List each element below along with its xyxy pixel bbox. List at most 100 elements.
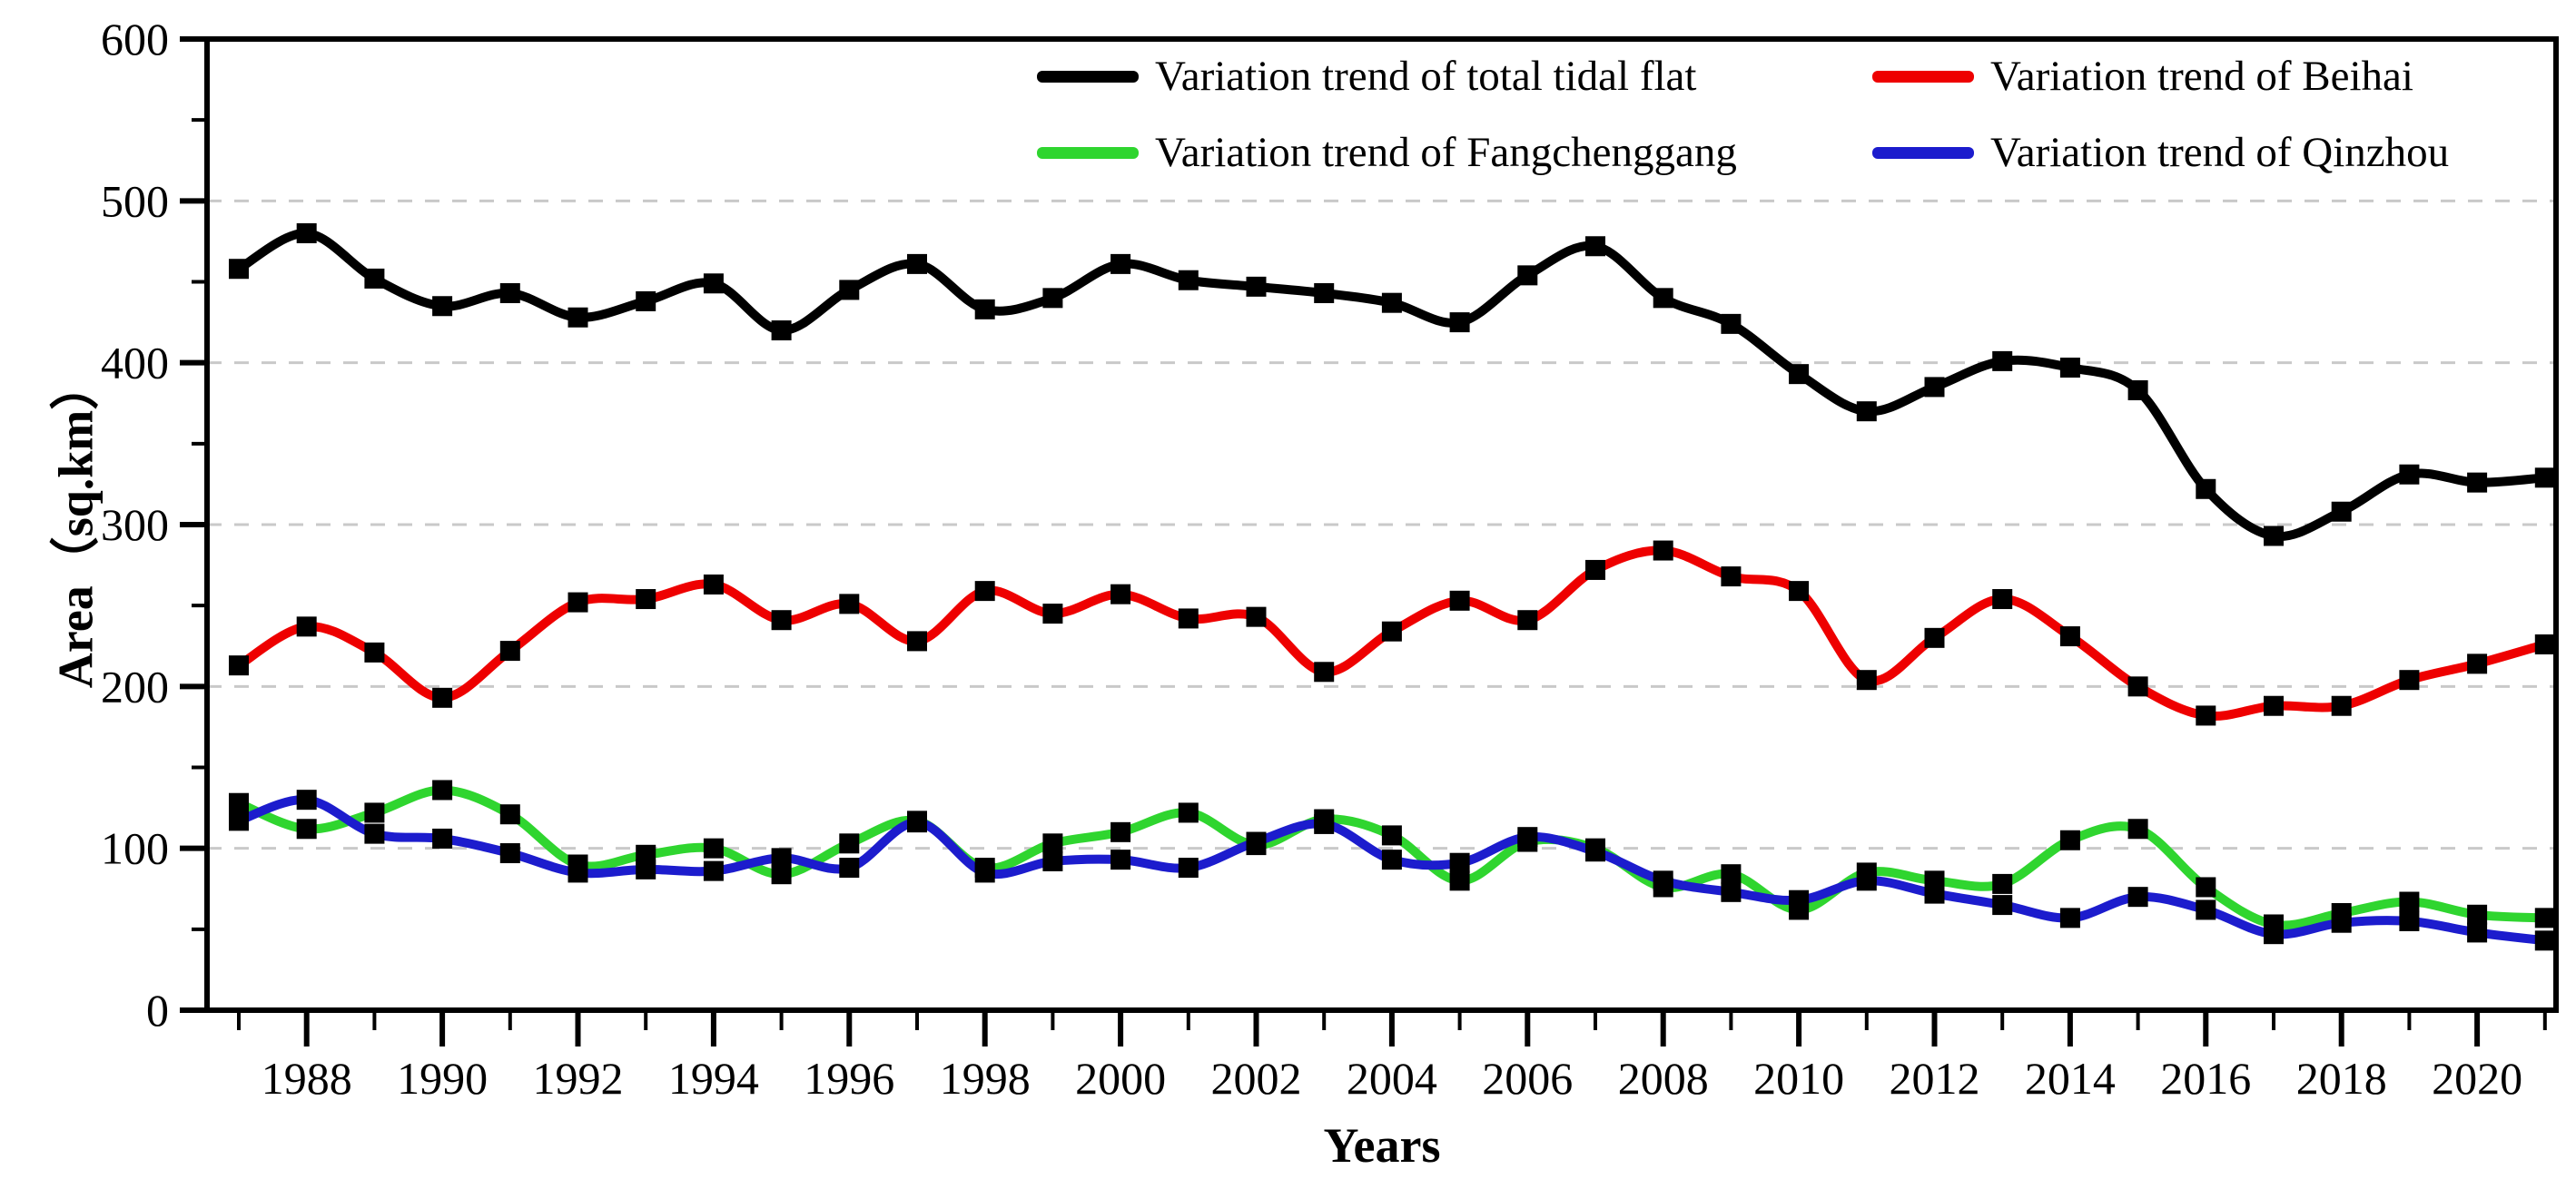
legend-swatch-qinzhou xyxy=(1872,146,1974,159)
data-point-marker xyxy=(296,223,317,243)
legend-swatch-beihai xyxy=(1872,70,1974,83)
data-point-marker xyxy=(2534,467,2555,488)
x-axis-title: Years xyxy=(1323,1118,1441,1173)
data-point-marker xyxy=(1517,827,1538,848)
legend-item-beihai: Variation trend of Beihai xyxy=(1872,49,2449,103)
data-point-marker xyxy=(364,268,385,289)
data-point-marker xyxy=(2264,695,2284,716)
data-point-marker xyxy=(1042,833,1063,854)
x-tick-label-2016: 2016 xyxy=(2160,1053,2251,1104)
data-point-marker xyxy=(229,811,249,831)
data-point-marker xyxy=(1992,589,2013,610)
data-point-marker xyxy=(432,828,453,849)
data-point-marker xyxy=(703,838,724,859)
data-point-marker xyxy=(839,594,860,614)
y-tick-label-200: 200 xyxy=(101,661,169,712)
data-point-marker xyxy=(636,290,656,311)
data-point-marker xyxy=(1178,270,1199,290)
y-tick-label-400: 400 xyxy=(101,338,169,388)
data-point-marker xyxy=(364,642,385,663)
y-axis-title: Area（sq.km） xyxy=(48,360,104,689)
data-point-marker xyxy=(1246,606,1267,627)
data-point-marker xyxy=(974,299,995,319)
data-point-marker xyxy=(229,655,249,676)
y-tick-label-100: 100 xyxy=(101,823,169,874)
data-point-marker xyxy=(432,780,453,801)
legend-item-fangchenggang: Variation trend of Fangchenggang xyxy=(1037,125,1872,180)
data-point-marker xyxy=(1721,313,1742,334)
data-point-marker xyxy=(1042,604,1063,624)
data-point-marker xyxy=(2399,670,2420,691)
x-tick-label-2018: 2018 xyxy=(2296,1053,2387,1104)
y-tick-label-600: 600 xyxy=(101,14,169,64)
data-point-marker xyxy=(2534,634,2555,654)
data-point-marker xyxy=(1110,584,1131,604)
gridlines xyxy=(207,199,2556,850)
data-point-marker xyxy=(568,307,588,328)
data-point-marker xyxy=(1992,350,2013,371)
data-point-marker xyxy=(1246,276,1267,297)
legend-label-fangchenggang: Variation trend of Fangchenggang xyxy=(1155,129,1737,176)
data-point-marker xyxy=(499,843,520,864)
data-point-marker xyxy=(2059,358,2080,378)
x-axis: 1988 1990 1992 1994 1996 1998 2000 2002 2004 2006… xyxy=(237,1010,2547,1104)
y-tick-label-500: 500 xyxy=(101,175,169,226)
data-point-marker xyxy=(568,862,588,883)
data-point-marker xyxy=(1721,864,1742,885)
data-point-marker xyxy=(703,273,724,294)
data-point-marker xyxy=(432,687,453,708)
data-point-marker xyxy=(839,280,860,300)
data-point-marker xyxy=(1856,870,1877,891)
data-point-marker xyxy=(1653,870,1673,891)
legend: Variation trend of total tidal flat Vari… xyxy=(1037,49,2449,180)
data-point-marker xyxy=(1449,852,1470,873)
data-point-marker xyxy=(771,610,792,631)
legend-swatch-total-tidal-flat xyxy=(1037,70,1139,83)
data-point-marker xyxy=(1992,895,2013,916)
data-point-marker xyxy=(499,804,520,825)
y-tick-label-300: 300 xyxy=(101,499,169,550)
data-point-marker xyxy=(636,589,656,610)
data-point-marker xyxy=(1042,288,1063,309)
data-point-marker xyxy=(1314,813,1335,834)
data-point-marker xyxy=(1585,559,1605,580)
data-point-marker xyxy=(2467,472,2488,493)
data-point-marker xyxy=(2467,904,2488,925)
data-point-marker xyxy=(1789,889,1810,910)
data-point-marker xyxy=(1653,288,1673,309)
x-tick-label-2014: 2014 xyxy=(2025,1053,2116,1104)
data-point-marker xyxy=(2467,922,2488,943)
data-point-marker xyxy=(907,812,927,833)
data-point-marker xyxy=(296,616,317,637)
data-point-marker xyxy=(907,253,927,274)
series-line-3 xyxy=(234,795,2550,946)
x-tick-label-2012: 2012 xyxy=(1890,1053,1980,1104)
data-point-marker xyxy=(1924,627,1945,648)
data-point-marker xyxy=(2534,908,2555,929)
data-point-marker xyxy=(2127,379,2148,400)
data-point-marker xyxy=(499,282,520,303)
data-point-marker xyxy=(1314,282,1335,303)
data-point-marker xyxy=(2534,930,2555,951)
y-axis: 0 100 200 300 400 500 600 xyxy=(101,14,207,1036)
data-point-marker xyxy=(568,592,588,613)
data-point-marker xyxy=(1110,850,1131,870)
x-tick-label-2006: 2006 xyxy=(1482,1053,1573,1104)
data-point-marker xyxy=(1585,236,1605,257)
x-tick-label-1988: 1988 xyxy=(262,1053,352,1104)
x-tick-label-1994: 1994 xyxy=(668,1053,759,1104)
data-point-marker xyxy=(636,859,656,879)
data-point-marker xyxy=(2467,653,2488,674)
legend-swatch-fangchenggang xyxy=(1037,146,1139,159)
data-point-marker xyxy=(2331,695,2352,716)
data-point-marker xyxy=(1381,825,1402,846)
data-point-marker xyxy=(1856,401,1877,422)
legend-label-qinzhou: Variation trend of Qinzhou xyxy=(1990,129,2450,176)
data-point-marker xyxy=(771,320,792,340)
data-point-marker xyxy=(771,864,792,885)
data-point-marker xyxy=(2196,899,2216,920)
legend-label-total-tidal-flat: Variation trend of total tidal flat xyxy=(1155,53,1697,100)
data-point-marker xyxy=(1789,581,1810,602)
data-point-marker xyxy=(1178,802,1199,823)
